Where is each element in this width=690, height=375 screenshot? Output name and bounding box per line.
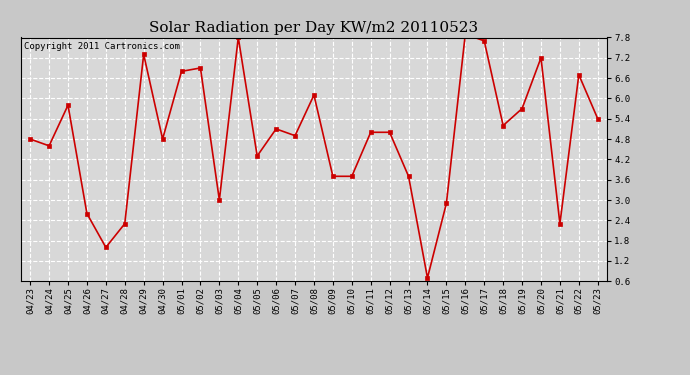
Text: Copyright 2011 Cartronics.com: Copyright 2011 Cartronics.com bbox=[23, 42, 179, 51]
Title: Solar Radiation per Day KW/m2 20110523: Solar Radiation per Day KW/m2 20110523 bbox=[150, 21, 478, 35]
